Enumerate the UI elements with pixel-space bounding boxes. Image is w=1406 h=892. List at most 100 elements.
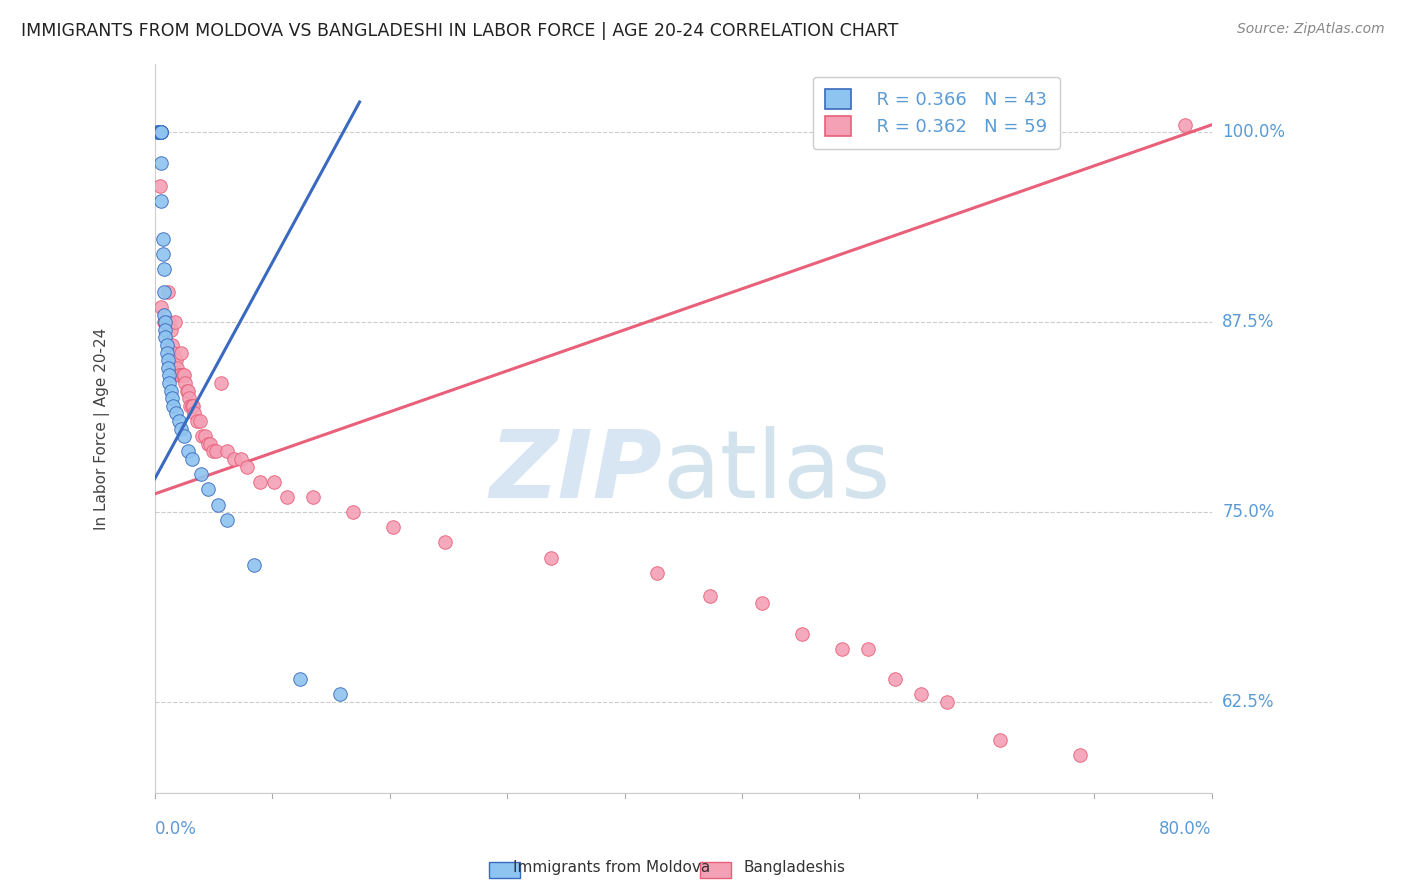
- Point: [190, 467, 212, 482]
- Point: [146, 125, 169, 139]
- Point: [156, 338, 179, 352]
- Point: [910, 687, 932, 701]
- Point: [263, 475, 285, 489]
- Point: [177, 384, 200, 398]
- Point: [645, 566, 668, 580]
- Text: Source: ZipAtlas.com: Source: ZipAtlas.com: [1237, 22, 1385, 37]
- Point: [159, 384, 181, 398]
- Point: [176, 384, 198, 398]
- Point: [174, 376, 197, 390]
- Point: [207, 498, 229, 512]
- Point: [201, 444, 224, 458]
- Point: [153, 262, 176, 277]
- Point: [217, 513, 239, 527]
- Point: [165, 353, 187, 368]
- Point: [209, 376, 232, 390]
- Point: [157, 376, 180, 390]
- Point: [148, 125, 170, 139]
- Text: 100.0%: 100.0%: [1222, 123, 1285, 142]
- Point: [197, 437, 219, 451]
- Point: [156, 345, 179, 359]
- Point: [163, 315, 186, 329]
- Point: [540, 550, 562, 565]
- Text: 80.0%: 80.0%: [1160, 821, 1212, 838]
- Point: [155, 315, 177, 329]
- Point: [172, 368, 194, 383]
- Text: atlas: atlas: [662, 426, 890, 518]
- Point: [217, 444, 239, 458]
- Text: Bangladeshis: Bangladeshis: [744, 860, 845, 874]
- Point: [1174, 118, 1197, 132]
- Point: [157, 315, 180, 329]
- Point: [160, 391, 183, 405]
- Point: [856, 641, 879, 656]
- Point: [194, 429, 217, 443]
- Point: [166, 360, 188, 375]
- Point: [177, 444, 200, 458]
- Point: [183, 406, 205, 420]
- Point: [302, 490, 325, 504]
- Point: [150, 125, 173, 139]
- Point: [150, 194, 173, 208]
- Point: [162, 399, 184, 413]
- Point: [150, 125, 173, 139]
- Point: [159, 323, 181, 337]
- Text: IMMIGRANTS FROM MOLDOVA VS BANGLADESHI IN LABOR FORCE | AGE 20-24 CORRELATION CH: IMMIGRANTS FROM MOLDOVA VS BANGLADESHI I…: [21, 22, 898, 40]
- Point: [157, 353, 180, 368]
- Point: [180, 399, 202, 413]
- Text: 0.0%: 0.0%: [155, 821, 197, 838]
- Point: [288, 672, 311, 686]
- Point: [157, 315, 180, 329]
- Point: [148, 125, 170, 139]
- Text: ZIP: ZIP: [489, 426, 662, 518]
- Point: [155, 315, 177, 329]
- Point: [157, 360, 180, 375]
- Point: [162, 345, 184, 359]
- Point: [792, 626, 814, 640]
- Point: [153, 315, 176, 329]
- Point: [181, 399, 204, 413]
- Point: [157, 368, 180, 383]
- Point: [150, 300, 173, 314]
- Point: [155, 323, 177, 337]
- Point: [153, 285, 176, 299]
- Point: [831, 641, 853, 656]
- Point: [204, 444, 226, 458]
- Point: [191, 429, 214, 443]
- Text: In Labor Force | Age 20-24: In Labor Force | Age 20-24: [94, 327, 110, 530]
- Point: [149, 125, 172, 139]
- Text: 87.5%: 87.5%: [1222, 313, 1275, 331]
- Text: 75.0%: 75.0%: [1222, 503, 1275, 521]
- Point: [883, 672, 905, 686]
- Point: [150, 155, 173, 169]
- Point: [167, 414, 190, 428]
- Point: [381, 520, 404, 534]
- Point: [170, 421, 193, 435]
- Point: [276, 490, 298, 504]
- Point: [179, 399, 201, 413]
- Point: [179, 391, 201, 405]
- Point: [342, 505, 364, 519]
- Point: [155, 330, 177, 344]
- Point: [169, 368, 191, 383]
- Point: [200, 437, 222, 451]
- Point: [150, 125, 173, 139]
- Point: [149, 125, 172, 139]
- Point: [173, 429, 195, 443]
- Point: [186, 414, 208, 428]
- Point: [1069, 748, 1091, 763]
- Point: [988, 733, 1011, 747]
- Point: [173, 368, 195, 383]
- Point: [165, 406, 187, 420]
- Point: [236, 459, 259, 474]
- Text: Immigrants from Moldova: Immigrants from Moldova: [513, 860, 710, 874]
- Point: [150, 125, 173, 139]
- Point: [152, 247, 174, 261]
- Point: [180, 452, 202, 467]
- Point: [699, 589, 721, 603]
- Point: [160, 338, 183, 352]
- Point: [936, 695, 959, 709]
- Point: [153, 308, 176, 322]
- Text: 62.5%: 62.5%: [1222, 693, 1275, 711]
- Point: [188, 414, 211, 428]
